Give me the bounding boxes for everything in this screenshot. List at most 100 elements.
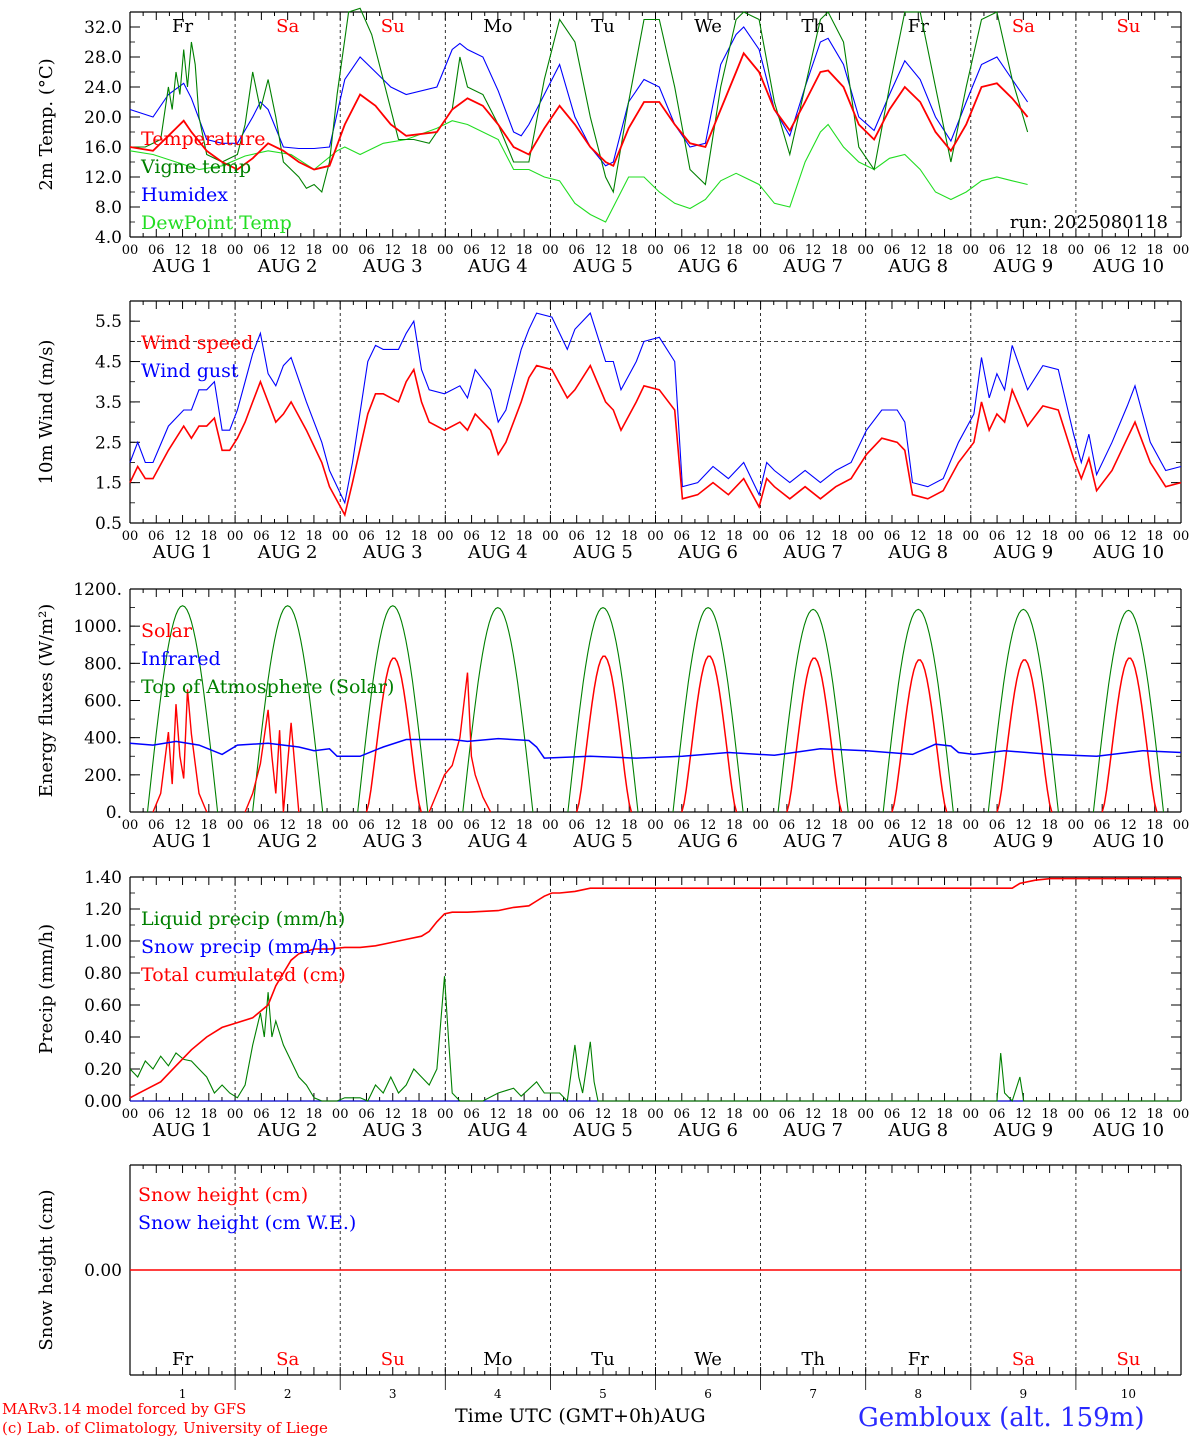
precip-hour-label: 06: [1094, 1107, 1111, 1122]
energy-date-label: AUG 8: [887, 831, 948, 852]
energy-hour-label: 12: [805, 818, 822, 833]
energy-hour-label: 12: [1120, 818, 1137, 833]
wind-date-label: AUG 5: [572, 542, 633, 563]
weekday-label-bottom: Sa: [276, 1349, 299, 1370]
weekday-label-bottom: Sa: [1012, 1349, 1035, 1370]
weekday-label-top: Th: [801, 16, 825, 37]
energy-hour-label: 00: [542, 818, 559, 833]
energy-hour-label: 06: [463, 818, 480, 833]
wind-hour-label: 12: [384, 529, 401, 544]
temp-hour-label: 18: [621, 243, 638, 258]
run-annotation: run: 2025080118: [1010, 212, 1168, 233]
precip-hour-label: 12: [490, 1107, 507, 1122]
wind-hour-label: 06: [463, 529, 480, 544]
temp-y-tick-label: 32.0: [84, 18, 122, 38]
precip-hour-label: 06: [989, 1107, 1006, 1122]
energy-hour-label: 12: [595, 818, 612, 833]
precip-date-label: AUG 7: [782, 1120, 843, 1141]
precip-y-tick-label: 1.40: [84, 868, 122, 888]
temp-hour-label: 12: [1120, 243, 1137, 258]
energy-hour-label: 00: [332, 818, 349, 833]
precip-hour-label: 06: [148, 1107, 165, 1122]
temp-date-label: AUG 7: [782, 256, 843, 277]
temp-hour-label: 12: [384, 243, 401, 258]
wind-date-label: AUG 2: [257, 542, 318, 563]
wind-hour-label: 12: [700, 529, 717, 544]
temp-legend-entry: Temperature: [141, 128, 265, 150]
model-credit: MARv3.14 model forced by GFS: [2, 1400, 247, 1418]
precip-y-tick-label: 0.20: [84, 1060, 122, 1080]
precip-hour-label: 18: [621, 1107, 638, 1122]
precip-hour-label: 00: [1173, 1107, 1190, 1122]
energy-hour-label: 18: [831, 818, 848, 833]
wind-y-tick-label: 0.5: [95, 514, 122, 534]
toa-solar-arch: [252, 605, 324, 813]
toa-solar-arch: [357, 605, 429, 813]
temp-y-tick-label: 24.0: [84, 78, 122, 98]
temp-hour-label: 00: [332, 243, 349, 258]
precip-hour-label: 12: [384, 1107, 401, 1122]
temp-y-label: 2m Temp. (°C): [36, 58, 57, 190]
wind-hour-label: 06: [674, 529, 691, 544]
weekday-label-bottom: Tu: [591, 1349, 615, 1370]
toa-solar-arch: [567, 606, 639, 813]
energy-hour-label: 18: [726, 818, 743, 833]
solar-arch: [1101, 657, 1158, 813]
wind-hour-label: 00: [857, 529, 874, 544]
temp-hour-label: 12: [910, 243, 927, 258]
day-number-label: 8: [914, 1387, 922, 1401]
wind-hour-label: 18: [726, 529, 743, 544]
energy-hour-label: 06: [1094, 818, 1111, 833]
temp-date-label: AUG 2: [257, 256, 318, 277]
weekday-label-top: Su: [381, 16, 405, 37]
wind-hour-label: 06: [568, 529, 585, 544]
wind-hour-label: 18: [621, 529, 638, 544]
energy-y-tick-label: 200.: [84, 766, 122, 786]
energy-hour-label: 06: [568, 818, 585, 833]
precip-hour-label: 00: [542, 1107, 559, 1122]
weekday-label-bottom: We: [694, 1349, 722, 1370]
precip-date-label: AUG 1: [152, 1120, 213, 1141]
wind-legend-entry: Wind speed: [141, 332, 253, 354]
precip-hour-label: 12: [1120, 1107, 1137, 1122]
temp-hour-label: 18: [201, 243, 218, 258]
temp-hour-label: 00: [1173, 243, 1190, 258]
precip-hour-label: 18: [831, 1107, 848, 1122]
weekday-label-top: Tu: [591, 16, 615, 37]
time-axis-month: AUG: [660, 1405, 706, 1427]
energy-hour-label: 12: [490, 818, 507, 833]
toa-solar-arch: [672, 606, 744, 813]
solar-line: [428, 672, 492, 813]
precip-hour-label: 00: [227, 1107, 244, 1122]
wind-hour-label: 18: [411, 529, 428, 544]
toa-solar-arch: [987, 608, 1059, 813]
temp-date-label: AUG 9: [992, 256, 1053, 277]
temp-y-tick-label: 8.0: [95, 198, 122, 218]
energy-hour-label: 12: [174, 818, 191, 833]
wind-gust-line: [129, 312, 1182, 505]
precip-y-tick-label: 1.00: [84, 932, 122, 952]
weekday-label-bottom: Th: [801, 1349, 825, 1370]
precip-hour-label: 18: [936, 1107, 953, 1122]
weekday-label-bottom: Fr: [172, 1349, 193, 1370]
energy-hour-label: 18: [201, 818, 218, 833]
copyright: (c) Lab. of Climatology, University of L…: [2, 1419, 328, 1437]
energy-legend-entry: Infrared: [141, 648, 221, 670]
wind-hour-label: 06: [779, 529, 796, 544]
temp-series-vigne-temp: [130, 7, 1029, 194]
weekday-label-top: Mo: [483, 16, 512, 37]
temp-hour-label: 18: [306, 243, 323, 258]
precip-hour-label: 00: [437, 1107, 454, 1122]
energy-hour-label: 18: [621, 818, 638, 833]
wind-hour-label: 00: [122, 529, 139, 544]
temp-hour-label: 00: [752, 243, 769, 258]
energy-date-label: AUG 6: [677, 831, 738, 852]
weekday-label-top: Fr: [172, 16, 193, 37]
temp-hour-label: 00: [1068, 243, 1085, 258]
day-number-label: 9: [1020, 1387, 1028, 1401]
solar-arch: [681, 655, 738, 813]
station-name: Gembloux (alt. 159m): [858, 1403, 1145, 1433]
temp-hour-label: 00: [963, 243, 980, 258]
precip-y-tick-label: 0.60: [84, 996, 122, 1016]
wind-hour-label: 00: [647, 529, 664, 544]
